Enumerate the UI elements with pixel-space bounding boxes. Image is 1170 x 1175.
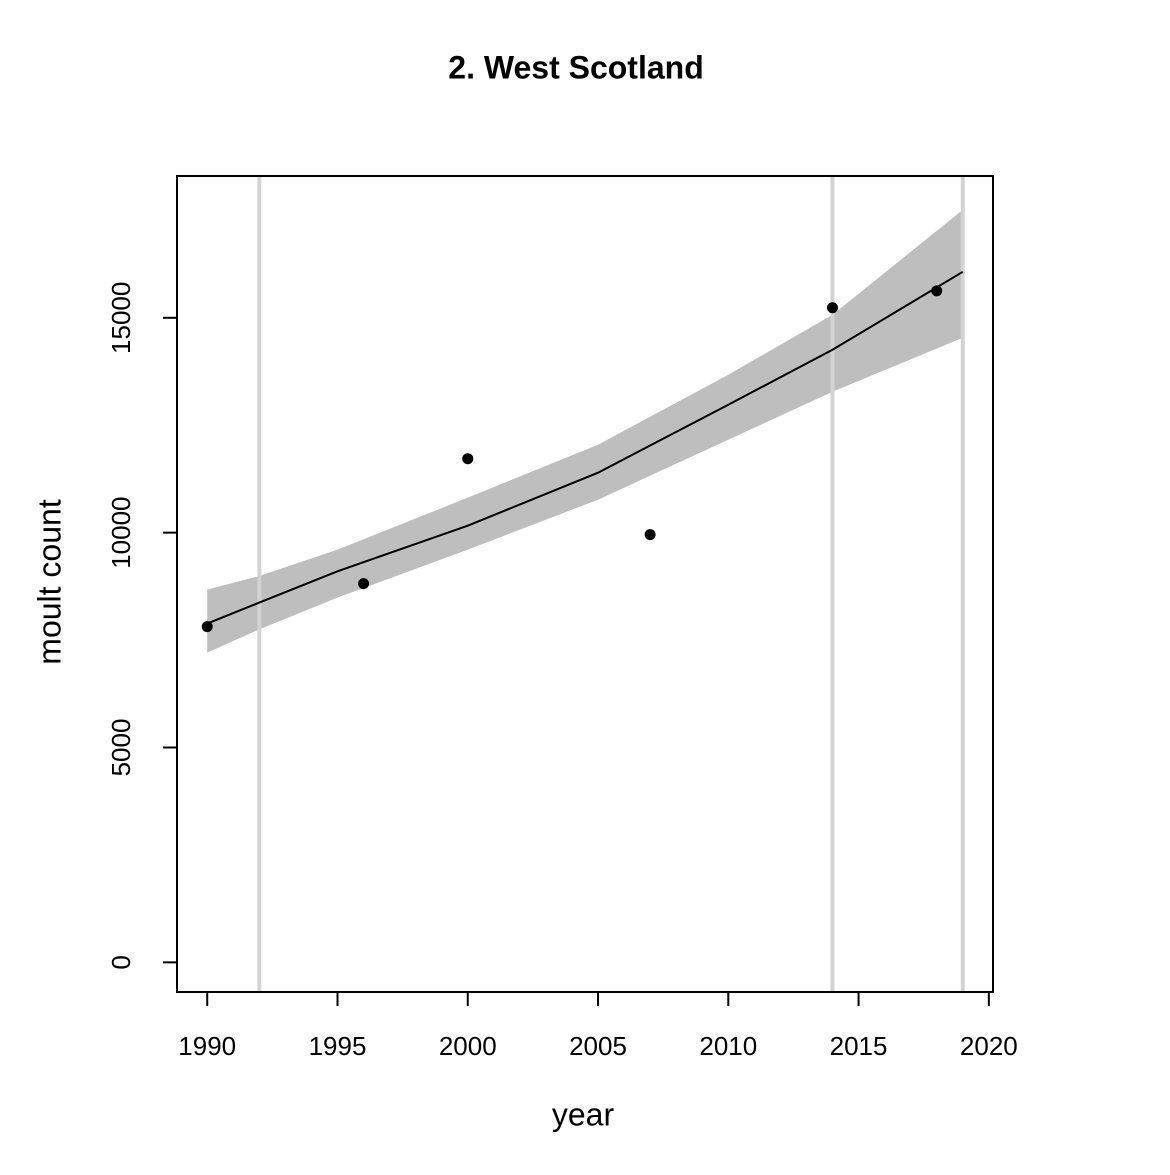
x-tick-label: 2000 <box>439 1031 497 1061</box>
x-tick-label: 2010 <box>699 1031 757 1061</box>
y-axis-label: moult count <box>31 499 67 665</box>
x-tick-label: 2015 <box>830 1031 888 1061</box>
x-tick-label: 2005 <box>569 1031 627 1061</box>
data-point <box>644 529 656 541</box>
y-tick-label: 15000 <box>106 282 136 354</box>
data-point <box>201 621 213 633</box>
confidence-band <box>207 209 963 653</box>
x-tick-label: 1990 <box>178 1031 236 1061</box>
chart-title: 2. West Scotland <box>448 49 703 85</box>
y-tick-label: 10000 <box>106 496 136 568</box>
data-point <box>358 578 370 590</box>
x-axis-label: year <box>552 1096 615 1132</box>
y-tick-label: 5000 <box>106 719 136 777</box>
fit-line <box>206 270 964 625</box>
x-tick-label: 1995 <box>309 1031 367 1061</box>
data-point <box>931 285 943 297</box>
y-tick-label: 0 <box>106 955 136 969</box>
x-tick-label: 2020 <box>960 1031 1018 1061</box>
data-point <box>462 453 474 465</box>
data-point <box>827 302 839 314</box>
